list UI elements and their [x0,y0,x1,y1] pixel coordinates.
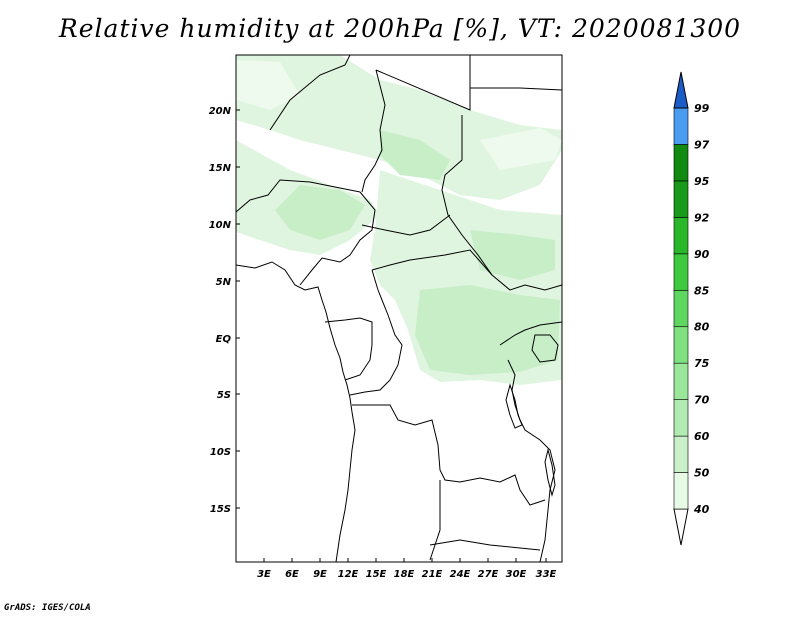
border-6 [441,115,563,291]
boundaries [235,54,563,563]
shade-core-1 [415,285,560,375]
colorbar-label: 95 [694,175,710,188]
border-7 [361,214,451,236]
colorbar-label: 75 [694,357,710,370]
shade-core-3 [470,230,555,280]
shade-core-2 [275,185,365,240]
lon-label: 15E [366,569,387,580]
border-8 [371,249,493,276]
lon-label: 24E [450,569,471,580]
lat-label: 5S [217,390,231,401]
map-panel: 20N 15N 10N 5N EQ 5S 10S 15S 3E 6E 9E 12E 15E 18E 21E… [209,54,563,580]
border-9 [349,269,403,396]
grads-credit: GrADS: IGES/COLA [4,603,91,613]
lat-label: 15N [209,163,232,174]
lake-tanganyika [505,383,523,429]
colorbar-segment [673,253,689,291]
lon-label: 27E [478,569,499,580]
colorbar-label: 80 [694,321,710,334]
humidity-shading-dark [275,130,560,375]
lake-malawi [544,448,556,497]
lon-label: 21E [422,569,443,580]
lon-label: 30E [506,569,527,580]
border-south [429,539,541,551]
colorbar-low-triangle [673,508,689,546]
colorbar-segment [673,289,689,328]
border-1 [235,179,361,213]
lat-label: 5N [216,277,232,288]
colorbar-segment [673,180,689,218]
lat-axis: 20N 15N 10N 5N EQ 5S 10S 15S [209,106,240,515]
border-14 [507,359,556,563]
lon-label: 12E [338,569,359,580]
colorbar-segment [673,144,689,182]
colorbar-label: 40 [693,503,710,516]
shade-nw [236,60,300,110]
lon-axis: 3E 6E 9E 12E 15E 18E 21E 24E 27E 30E 33E [257,558,557,580]
chart-title: Relative humidity at 200hPa [%], VT: 202… [58,14,742,43]
colorbar-high-triangle [673,71,689,109]
lon-label: 6E [285,569,299,580]
lat-label: 15S [210,504,231,515]
colorbar-segment [673,217,689,255]
colorbar-segment [673,435,689,473]
shade-core-4 [380,130,450,180]
border-10 [324,317,373,381]
coastline-west [235,261,356,563]
colorbar-segment [673,326,689,364]
colorbar-label: 85 [694,284,710,297]
map-frame [235,54,563,563]
colorbar: 40 50 60 70 75 80 85 90 92 95 97 99 [673,71,710,546]
lon-label: 18E [394,569,415,580]
lat-label: 10S [210,447,231,458]
border-13 [499,321,563,346]
lon-label: 9E [313,569,327,580]
shade-north-strip [236,55,562,200]
border-12 [429,480,441,561]
border-5 [375,55,471,111]
colorbar-label: 70 [694,394,710,407]
border-4 [361,69,386,193]
lon-label: 33E [536,569,557,580]
lat-label: EQ [216,334,232,345]
colorbar-segment [673,107,689,145]
border-11 [352,404,546,506]
colorbar-segment [673,362,689,400]
border-east [470,87,563,91]
lat-label: 20N [209,106,232,117]
colorbar-label: 60 [694,430,710,443]
colorbar-label: 92 [694,211,710,224]
humidity-shading-pale [236,60,562,170]
border-2 [299,191,376,286]
border-3 [269,54,351,131]
colorbar-label: 50 [694,467,710,480]
colorbar-segment [673,399,689,437]
lake-victoria [531,334,559,363]
colorbar-label: 90 [694,248,710,261]
shade-ne [480,128,562,170]
colorbar-segment [673,472,689,510]
colorbar-label: 97 [694,138,710,151]
lon-label: 3E [257,569,271,580]
colorbar-label: 99 [694,102,710,115]
lat-label: 10N [209,220,232,231]
